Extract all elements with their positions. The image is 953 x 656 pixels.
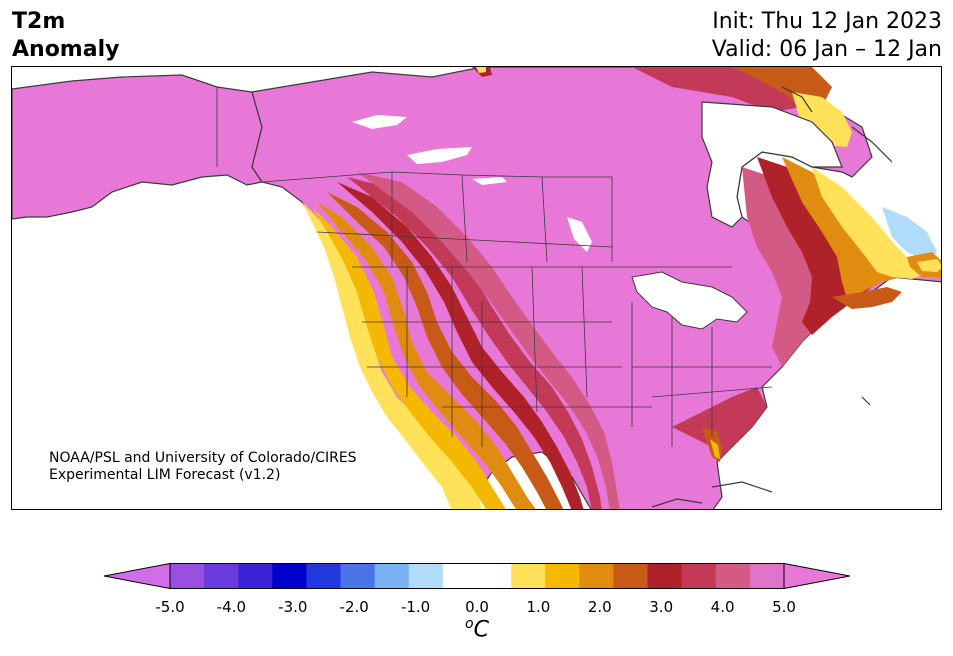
lake-athabasca <box>472 177 507 185</box>
colorbar-tick-label: 4.0 <box>710 598 735 616</box>
colorbar-segment <box>545 563 580 589</box>
credit-line-2: Experimental LIM Forecast (v1.2) <box>49 467 281 483</box>
colorbar-low-arrow <box>104 563 171 589</box>
political-borders <box>216 87 773 447</box>
credit-line-1: NOAA/PSL and University of Colorado/CIRE… <box>49 450 357 466</box>
anomaly-quebec-45 <box>742 167 862 367</box>
colorbar-tick-label: 3.0 <box>649 598 674 616</box>
colorbar-segment <box>613 563 649 589</box>
lake-great-slave <box>407 147 472 164</box>
anomaly-map <box>11 66 942 510</box>
colorbar-tick-label: 5.0 <box>772 598 796 616</box>
hudson-bay <box>701 101 843 228</box>
colorbar-segment <box>238 563 273 589</box>
colorbar-segment <box>374 563 410 589</box>
colorbar-tick-label: 2.0 <box>587 598 612 616</box>
anomaly-maritimes-30 <box>832 287 902 309</box>
unit-degree: o <box>465 616 474 632</box>
colorbar-high-arrow <box>783 563 850 589</box>
colorbar-segment <box>715 563 751 589</box>
anomaly-west-20 <box>312 207 506 509</box>
forecast-dates: Init: Thu 12 Jan 2023 Valid: 06 Jan – 12… <box>712 8 942 64</box>
map-svg <box>12 67 941 509</box>
colorbar-segment <box>579 563 614 589</box>
anomaly-southeast-40 <box>672 387 767 462</box>
anomaly-west-25 <box>317 202 536 509</box>
colorbar-segment <box>340 563 376 589</box>
lake-great-bear <box>352 115 407 129</box>
colorbar <box>104 563 850 589</box>
anomaly-west-35 <box>337 182 584 509</box>
colorbar-segment <box>442 563 478 589</box>
colorbar-tick-label: -1.0 <box>400 598 431 616</box>
anomaly-baffin-15 <box>792 92 852 147</box>
colorbar-segments <box>170 563 785 589</box>
colorbar-segment <box>306 563 342 589</box>
init-date: Init: Thu 12 Jan 2023 <box>712 9 942 34</box>
unit-letter: C <box>473 617 489 643</box>
anomaly-quebec-35 <box>757 157 872 335</box>
lake-winnipeg <box>567 217 592 252</box>
colorbar-tick-label: -3.0 <box>278 598 308 616</box>
colorbar-tick-label: 1.0 <box>526 598 551 616</box>
anomaly-quebec-15 <box>812 167 932 279</box>
colorbar-unit: oC <box>465 616 489 642</box>
colorbar-segment <box>272 563 307 589</box>
colorbar-tick-label: -2.0 <box>339 598 369 616</box>
anomaly-west-30 <box>327 192 564 509</box>
colorbar-segment <box>681 563 717 589</box>
colorbar-tick-label: 0.0 <box>465 598 489 616</box>
colorbar-tick-label: -5.0 <box>155 598 185 616</box>
map-title: T2m Anomaly <box>12 8 119 64</box>
colorbar-segment <box>170 563 205 589</box>
colorbar-outline <box>169 563 785 589</box>
anomaly-labrador-cool <box>882 207 937 262</box>
colorbar-tick-label: -4.0 <box>216 598 247 616</box>
valid-range: Valid: 06 Jan – 12 Jan <box>711 37 942 62</box>
coast-fragments <box>651 86 893 508</box>
anomaly-west-15 <box>302 202 482 509</box>
colorbar-segment <box>477 563 512 589</box>
anomaly-florida-20 <box>710 439 720 459</box>
colorbar-segment <box>511 563 546 589</box>
title-line-variable: T2m <box>12 9 66 34</box>
great-lakes <box>631 271 748 330</box>
land-alaska <box>12 74 263 220</box>
colorbar-segment <box>408 563 444 589</box>
anomaly-arctic-spot-15 <box>476 67 486 73</box>
colorbar-segment <box>204 563 239 589</box>
data-credit: NOAA/PSL and University of Colorado/CIRE… <box>49 450 357 484</box>
anomaly-newfoundland-15 <box>917 259 941 272</box>
colorbar-segment <box>647 563 683 589</box>
colorbar-segment <box>749 563 785 589</box>
title-line-anomaly: Anomaly <box>12 37 120 62</box>
